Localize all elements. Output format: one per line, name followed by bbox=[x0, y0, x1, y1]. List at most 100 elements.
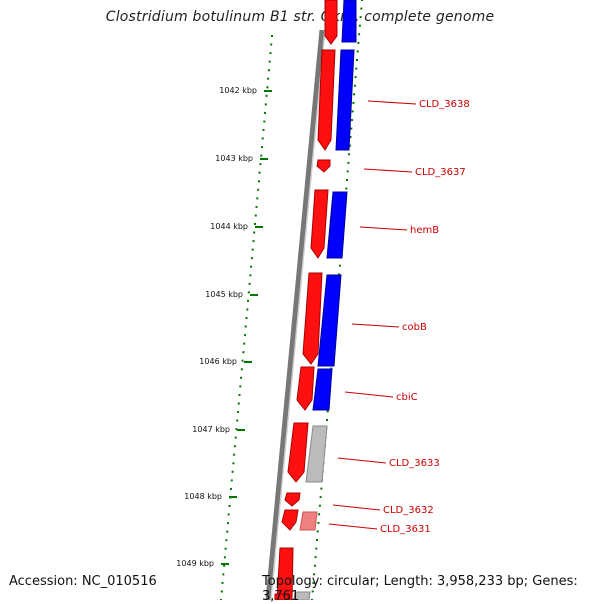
pseudo-block[interactable] bbox=[299, 511, 318, 531]
genome-backbone-highlight bbox=[270, 29, 326, 600]
dot bbox=[269, 52, 272, 55]
pseudo-block[interactable] bbox=[293, 591, 311, 600]
gene-arrow[interactable] bbox=[296, 366, 315, 411]
dot bbox=[262, 129, 265, 131]
dot bbox=[257, 188, 260, 191]
gene-label[interactable]: CLD_3638 bbox=[419, 99, 470, 110]
dot bbox=[256, 197, 259, 200]
gene-arrow[interactable] bbox=[284, 492, 301, 507]
dot bbox=[237, 411, 239, 413]
dot bbox=[358, 24, 361, 27]
dot bbox=[358, 33, 361, 36]
gene-label[interactable]: hemB bbox=[410, 225, 439, 236]
dot bbox=[267, 69, 270, 72]
svg-text:1049 kbp: 1049 kbp bbox=[176, 559, 214, 568]
dot bbox=[223, 556, 226, 559]
gene-arrow[interactable] bbox=[274, 593, 289, 600]
dot bbox=[258, 171, 261, 174]
dot bbox=[230, 487, 232, 490]
dot bbox=[227, 513, 230, 516]
dot bbox=[271, 35, 273, 37]
label-leader bbox=[344, 391, 394, 398]
dot bbox=[242, 351, 245, 354]
kbp-tick: 1045 kbp bbox=[205, 290, 258, 299]
dot bbox=[254, 223, 256, 225]
svg-text:1047 kbp: 1047 kbp bbox=[192, 425, 230, 434]
dot bbox=[248, 282, 251, 285]
cds-block[interactable] bbox=[326, 191, 348, 259]
dot bbox=[230, 479, 233, 482]
gene-arrow[interactable] bbox=[287, 422, 309, 483]
pseudo-block[interactable] bbox=[305, 425, 328, 483]
kbp-tick: 1044 kbp bbox=[210, 222, 263, 231]
gene-arrow[interactable] bbox=[281, 509, 299, 531]
gene-arrow[interactable] bbox=[317, 49, 336, 151]
dot bbox=[349, 136, 352, 139]
label-leader bbox=[328, 523, 378, 530]
dot bbox=[319, 496, 322, 499]
dot bbox=[268, 60, 271, 63]
label-leader bbox=[351, 323, 400, 328]
dot bbox=[338, 264, 341, 267]
dot bbox=[224, 547, 227, 550]
dot bbox=[247, 299, 249, 302]
dot bbox=[351, 119, 353, 121]
dot bbox=[352, 101, 355, 104]
dot bbox=[238, 393, 241, 396]
dot bbox=[221, 581, 224, 584]
gene-arrow[interactable] bbox=[316, 159, 331, 173]
label-leader bbox=[332, 504, 381, 511]
map-title: Clostridium botulinum B1 str. Okra, comp… bbox=[105, 9, 495, 25]
cds-block[interactable] bbox=[341, 0, 357, 43]
dot bbox=[347, 161, 350, 164]
gene-label[interactable]: CLD_3637 bbox=[415, 167, 466, 178]
cds-block[interactable] bbox=[312, 368, 333, 411]
dot bbox=[317, 521, 320, 524]
gene-label[interactable]: CLD_3632 bbox=[383, 505, 434, 516]
cds-block[interactable] bbox=[335, 49, 355, 151]
dot bbox=[350, 127, 353, 130]
genome-backbone bbox=[265, 29, 325, 600]
dot bbox=[355, 67, 358, 70]
dot bbox=[253, 231, 256, 234]
dot bbox=[266, 86, 269, 89]
accession-label: Accession: NC_010516 bbox=[9, 574, 157, 589]
dot bbox=[360, 7, 363, 10]
dot bbox=[234, 436, 237, 439]
dot bbox=[265, 94, 268, 97]
gene-label[interactable]: CLD_3633 bbox=[389, 458, 440, 469]
dot bbox=[312, 581, 315, 584]
dot bbox=[356, 50, 359, 53]
label-leader bbox=[363, 168, 413, 173]
kbp-tick: 1042 kbp bbox=[219, 86, 272, 95]
dot bbox=[260, 154, 263, 157]
label-leader bbox=[359, 226, 408, 231]
dot bbox=[228, 505, 231, 507]
dot bbox=[338, 273, 341, 276]
gene-label[interactable]: cbiC bbox=[396, 392, 418, 403]
dot bbox=[320, 487, 323, 490]
dot bbox=[239, 385, 242, 388]
dot bbox=[261, 137, 264, 140]
gene-arrow[interactable] bbox=[310, 189, 329, 259]
gene-arrow[interactable] bbox=[276, 547, 294, 600]
dot bbox=[357, 41, 360, 44]
dot bbox=[311, 590, 314, 593]
cds-block[interactable] bbox=[317, 274, 342, 367]
svg-text:1044 kbp: 1044 kbp bbox=[210, 222, 248, 231]
dot bbox=[249, 274, 252, 277]
dot bbox=[244, 334, 246, 337]
dot bbox=[359, 16, 362, 19]
gene-arrow[interactable] bbox=[302, 272, 323, 365]
dot bbox=[246, 308, 249, 311]
gene-arrow[interactable] bbox=[324, 0, 338, 45]
dot bbox=[326, 419, 328, 421]
gene-label[interactable]: cobB bbox=[402, 322, 427, 333]
dot bbox=[313, 564, 316, 567]
dot bbox=[353, 93, 356, 96]
dot bbox=[220, 590, 223, 593]
dot bbox=[356, 59, 358, 61]
dot bbox=[361, 0, 363, 1]
gene-label[interactable]: CLD_3631 bbox=[380, 524, 431, 535]
